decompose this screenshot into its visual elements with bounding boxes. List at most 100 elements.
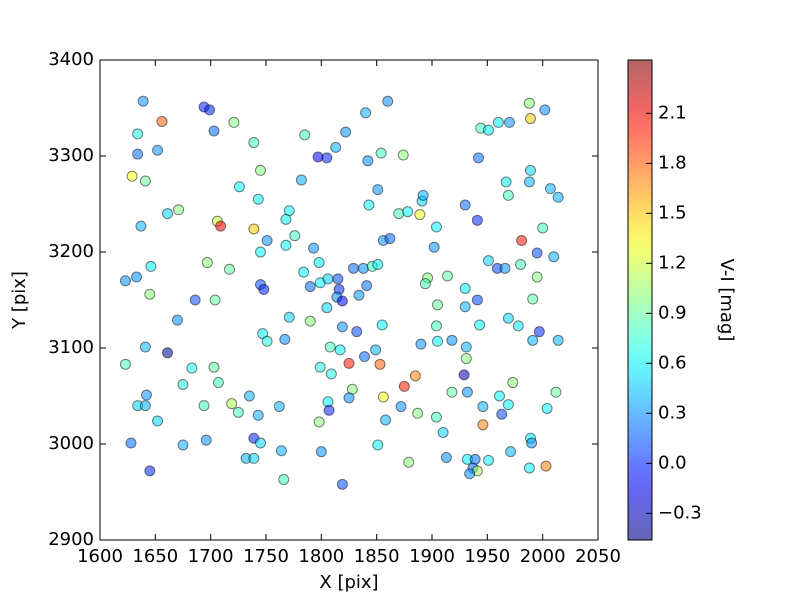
- scatter-point: [505, 446, 517, 458]
- scatter-point: [119, 275, 131, 287]
- scatter-point: [325, 368, 337, 380]
- scatter-point: [353, 289, 365, 301]
- scatter-point: [375, 147, 387, 159]
- scatter-point: [363, 199, 375, 211]
- scatter-point: [248, 452, 260, 464]
- scatter-point: [446, 386, 458, 398]
- scatter-point: [548, 251, 560, 263]
- scatter-point: [208, 361, 220, 373]
- scatter-point: [503, 116, 515, 128]
- scatter-point: [527, 293, 539, 305]
- scatter-point: [209, 294, 221, 306]
- scatter-point: [139, 341, 151, 353]
- scatter-point: [464, 468, 476, 480]
- scatter-point: [162, 347, 174, 359]
- scatter-point: [119, 358, 131, 370]
- scatter-point: [412, 407, 424, 419]
- scatter-point: [254, 246, 266, 258]
- scatter-point: [459, 301, 471, 313]
- scatter-point: [361, 280, 373, 292]
- scatter-point: [254, 164, 266, 176]
- scatter-point: [139, 175, 151, 187]
- scatter-point: [330, 141, 342, 153]
- scatter-point: [403, 456, 415, 468]
- scatter-point: [332, 273, 344, 285]
- colorbar-tick-label: 0.0: [658, 452, 687, 473]
- scatter-point: [254, 437, 266, 449]
- scatter-point: [516, 234, 528, 246]
- scatter-point: [215, 220, 227, 232]
- scatter-point: [131, 271, 143, 283]
- scatter-point: [226, 398, 238, 410]
- scatter-point: [280, 239, 292, 251]
- scatter-point: [177, 378, 189, 390]
- scatter-point: [376, 319, 388, 331]
- scatter-point: [261, 234, 273, 246]
- scatter-point: [502, 312, 514, 324]
- scatter-point: [502, 399, 514, 411]
- scatter-point: [228, 116, 240, 128]
- scatter-point: [544, 183, 556, 195]
- scatter-point: [273, 401, 285, 413]
- scatter-point: [279, 333, 291, 345]
- scatter-point: [232, 406, 244, 418]
- scatter-point: [430, 221, 442, 233]
- scatter-point: [541, 402, 553, 414]
- scatter-point: [540, 460, 552, 472]
- y-tick-label: 3400: [48, 49, 94, 70]
- scatter-point: [500, 176, 512, 188]
- scatter-point: [200, 434, 212, 446]
- scatter-point: [308, 242, 320, 254]
- scatter-point: [415, 338, 427, 350]
- scatter-point: [395, 401, 407, 413]
- scatter-point: [212, 377, 224, 389]
- scatter-point: [482, 124, 494, 136]
- scatter-point: [283, 311, 295, 323]
- scatter-point: [372, 184, 384, 196]
- scatter-point: [460, 353, 472, 365]
- colorbar-tick-label: 1.8: [658, 152, 687, 173]
- scatter-point: [471, 214, 483, 226]
- scatter-point: [552, 334, 564, 346]
- scatter-point: [125, 437, 137, 449]
- scatter-point: [351, 326, 363, 338]
- scatter-point: [315, 446, 327, 458]
- scatter-point: [430, 320, 442, 332]
- scatter-point: [397, 149, 409, 161]
- x-tick-label: 1750: [243, 546, 289, 567]
- scatter-point: [437, 426, 449, 438]
- y-tick-label: 3300: [48, 145, 94, 166]
- x-tick-label: 1650: [132, 546, 178, 567]
- scatter-point: [527, 334, 539, 346]
- scatter-point: [531, 271, 543, 283]
- scatter-point: [382, 95, 394, 107]
- scatter-point: [258, 283, 270, 295]
- x-axis-label: X [pix]: [319, 572, 378, 593]
- scatter-point: [460, 341, 472, 353]
- scatter-point: [145, 260, 157, 272]
- scatter-point: [384, 233, 396, 245]
- scatter-point: [126, 170, 138, 182]
- scatter-point: [152, 144, 164, 156]
- scatter-point: [173, 204, 185, 216]
- scatter-point: [372, 258, 384, 270]
- scatter-point: [531, 247, 543, 259]
- scatter-point: [275, 445, 287, 457]
- scatter-point: [523, 462, 535, 474]
- scatter-point: [144, 288, 156, 300]
- scatter-point: [298, 266, 310, 278]
- scatter-point: [523, 97, 535, 109]
- scatter-point: [537, 222, 549, 234]
- scatter-point: [459, 282, 471, 294]
- scatter-point: [492, 116, 504, 128]
- scatter-point: [189, 294, 201, 306]
- scatter-point: [162, 208, 174, 220]
- scatter-point: [336, 295, 348, 307]
- scatter-point: [432, 299, 444, 311]
- scatter-point: [419, 278, 431, 290]
- scatter-point: [377, 391, 389, 403]
- scatter-point: [347, 262, 359, 274]
- scatter-point: [248, 223, 260, 235]
- scatter-point: [477, 401, 489, 413]
- scatter-point: [171, 314, 183, 326]
